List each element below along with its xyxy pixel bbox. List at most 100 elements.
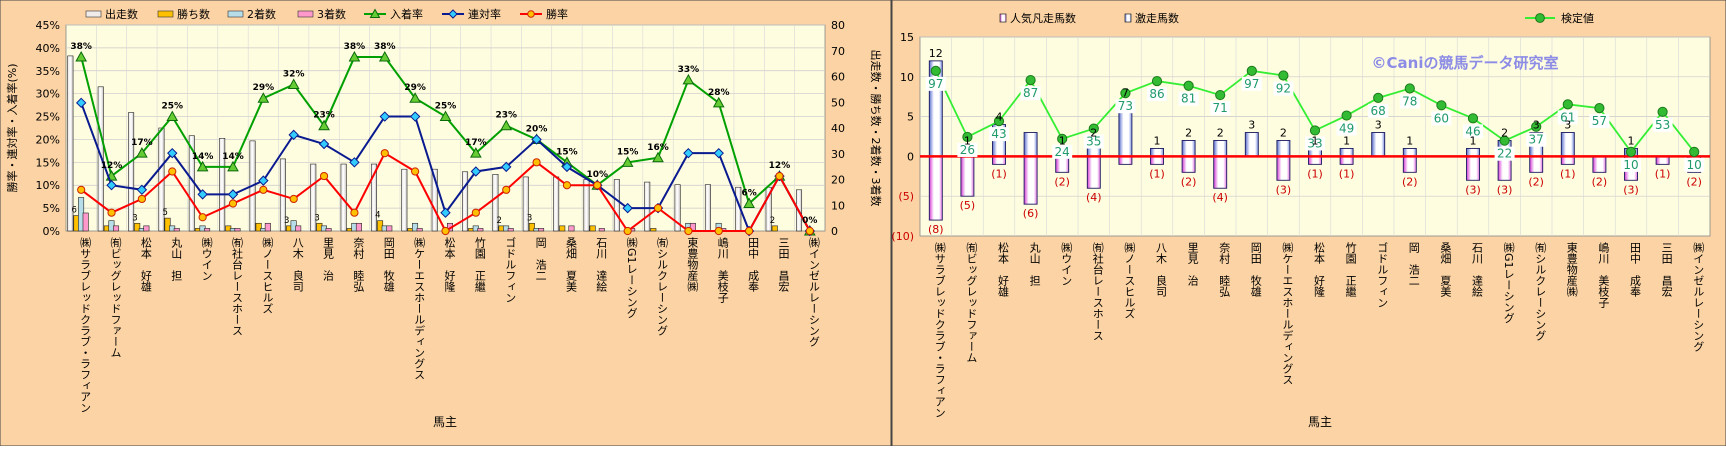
left-point-label: 23% <box>495 111 517 121</box>
left-point-label: 0% <box>802 216 817 226</box>
left-legend-label: 勝ち数 <box>177 7 210 21</box>
left-marker-勝率 <box>684 226 693 236</box>
right-bar-人気凡走馬数 <box>1213 155 1228 189</box>
right-value-label: 49 <box>1339 122 1354 136</box>
right-pos-label: 3 <box>1375 119 1382 132</box>
left-y-tick-label: 25% <box>36 111 60 124</box>
left-bar-勝ち数 <box>255 222 262 232</box>
left-category-label: 松本 好雄 <box>139 236 152 292</box>
left-marker-入着率 <box>500 119 513 131</box>
left-y-tick-label: 45% <box>36 19 60 32</box>
right-category-label: ゴドルフィン <box>1376 241 1389 308</box>
left-point-label: 12% <box>769 161 791 171</box>
right-value-label: 10 <box>1623 158 1638 172</box>
right-marker-検定値 <box>1278 70 1289 81</box>
right-value-label-bg <box>1052 144 1073 159</box>
right-marker-検定値 <box>1057 133 1068 144</box>
right-category-label: 東豊物産㈱ <box>1565 242 1578 297</box>
left-legend-swatch <box>297 10 314 18</box>
left-marker-入着率 <box>743 197 755 209</box>
left-bar-2着数 <box>412 222 419 232</box>
left-category-label: 八木 良司 <box>291 237 304 292</box>
left-legend-swatch <box>85 10 102 18</box>
right-marker-検定値 <box>1531 121 1542 132</box>
left-y2-tick-label: 20 <box>831 174 845 187</box>
right-marker-検定値 <box>993 116 1005 127</box>
right-value-label: 92 <box>1276 81 1291 95</box>
right-bar-激走馬数 <box>1371 132 1386 157</box>
right-value-label-bg <box>989 127 1009 142</box>
right-value-label-bg <box>1368 103 1389 118</box>
right-marker-検定値 <box>930 65 941 76</box>
left-point-label: 17% <box>131 138 153 148</box>
right-neg-label: (3) <box>1623 183 1639 196</box>
left-point-label: 12% <box>101 161 123 171</box>
left-bar-勝ち数 <box>771 225 778 232</box>
right-bar-人気凡走馬数 <box>928 155 943 221</box>
right-category-label: 桑畑 夏美 <box>1439 242 1452 297</box>
right-bar-人気凡走馬数 <box>1529 155 1544 173</box>
left-point-label: 29% <box>253 83 275 93</box>
right-neg-label: (6) <box>1023 207 1039 220</box>
left-marker-連対率 <box>683 147 694 159</box>
right-category-label: 里見 治 <box>1186 242 1199 287</box>
right-bar-人気凡走馬数 <box>1466 155 1480 181</box>
left-category-label: 岡 浩二 <box>534 237 547 281</box>
left-marker-勝率 <box>289 194 298 204</box>
left-marker-入着率 <box>348 51 361 62</box>
right-legend-marker <box>1535 13 1545 23</box>
right-category-label: 岡 浩二 <box>1407 242 1420 286</box>
left-bar-出走数 <box>67 55 74 232</box>
right-value-label: 61 <box>1560 110 1575 124</box>
left-bar-出走数 <box>704 184 711 232</box>
right-x-axis-title: 馬主 <box>1308 415 1332 429</box>
left-marker-勝率 <box>380 149 389 158</box>
right-neg-label: (4) <box>1212 191 1228 204</box>
left-category-label: ㈱ノースヒルズ <box>261 237 274 314</box>
left-point-label: 17% <box>465 138 487 148</box>
right-pos-label: 1 <box>964 134 971 147</box>
right-bar-激走馬数 <box>1181 140 1196 157</box>
left-marker-入着率 <box>378 51 391 62</box>
left-bar-出走数 <box>674 184 681 232</box>
right-marker-検定値 <box>1341 110 1352 121</box>
right-value-label: 57 <box>1592 114 1607 128</box>
left-marker-連対率 <box>318 138 330 150</box>
left-marker-入着率 <box>75 51 88 62</box>
right-neg-label: (8) <box>928 223 944 236</box>
right-value-label-bg <box>1020 86 1041 101</box>
left-bar-出走数 <box>492 174 499 232</box>
left-bar-出走数 <box>613 179 620 232</box>
right-watermark: ©Caniの競馬データ研究室 <box>1372 54 1559 72</box>
right-category-label: 田中 成奉 <box>1629 242 1642 297</box>
left-marker-勝率 <box>653 204 663 213</box>
left-marker-入着率 <box>652 151 664 163</box>
right-value-label-bg <box>1241 76 1262 91</box>
right-value-label: 33 <box>1307 136 1322 150</box>
right-value-label: 87 <box>1023 86 1038 100</box>
right-value-label: 81 <box>1181 92 1196 106</box>
left-legend-marker <box>448 9 458 19</box>
left-bar-勝ち数 <box>589 225 596 232</box>
right-value-label-bg <box>1178 91 1199 106</box>
right-value-label: 73 <box>1118 99 1133 113</box>
right-value-label-bg <box>1431 111 1452 126</box>
right-marker-検定値 <box>1183 80 1194 91</box>
right-marker-検定値 <box>1151 75 1163 87</box>
right-marker-検定値 <box>1657 106 1668 117</box>
left-marker-入着率 <box>712 96 725 108</box>
left-y-axis-title: 勝率・連対率・入着率(%) <box>5 63 19 192</box>
left-marker-連対率 <box>440 207 451 218</box>
left-marker-連対率 <box>197 189 208 200</box>
right-neg-label: (4) <box>1086 191 1102 204</box>
left-category-label: ㈱ケーエスホールディングス <box>413 237 426 380</box>
right-value-label: 24 <box>1055 145 1070 159</box>
left-marker-入着率 <box>136 147 148 158</box>
left-marker-連対率 <box>167 147 178 159</box>
left-marker-勝率 <box>593 181 602 190</box>
left-marker-連対率 <box>409 111 421 122</box>
left-y2-tick-label: 60 <box>831 71 845 84</box>
left-marker-入着率 <box>166 110 179 122</box>
left-point-label: 29% <box>404 83 426 93</box>
left-point-label: 28% <box>708 88 730 98</box>
